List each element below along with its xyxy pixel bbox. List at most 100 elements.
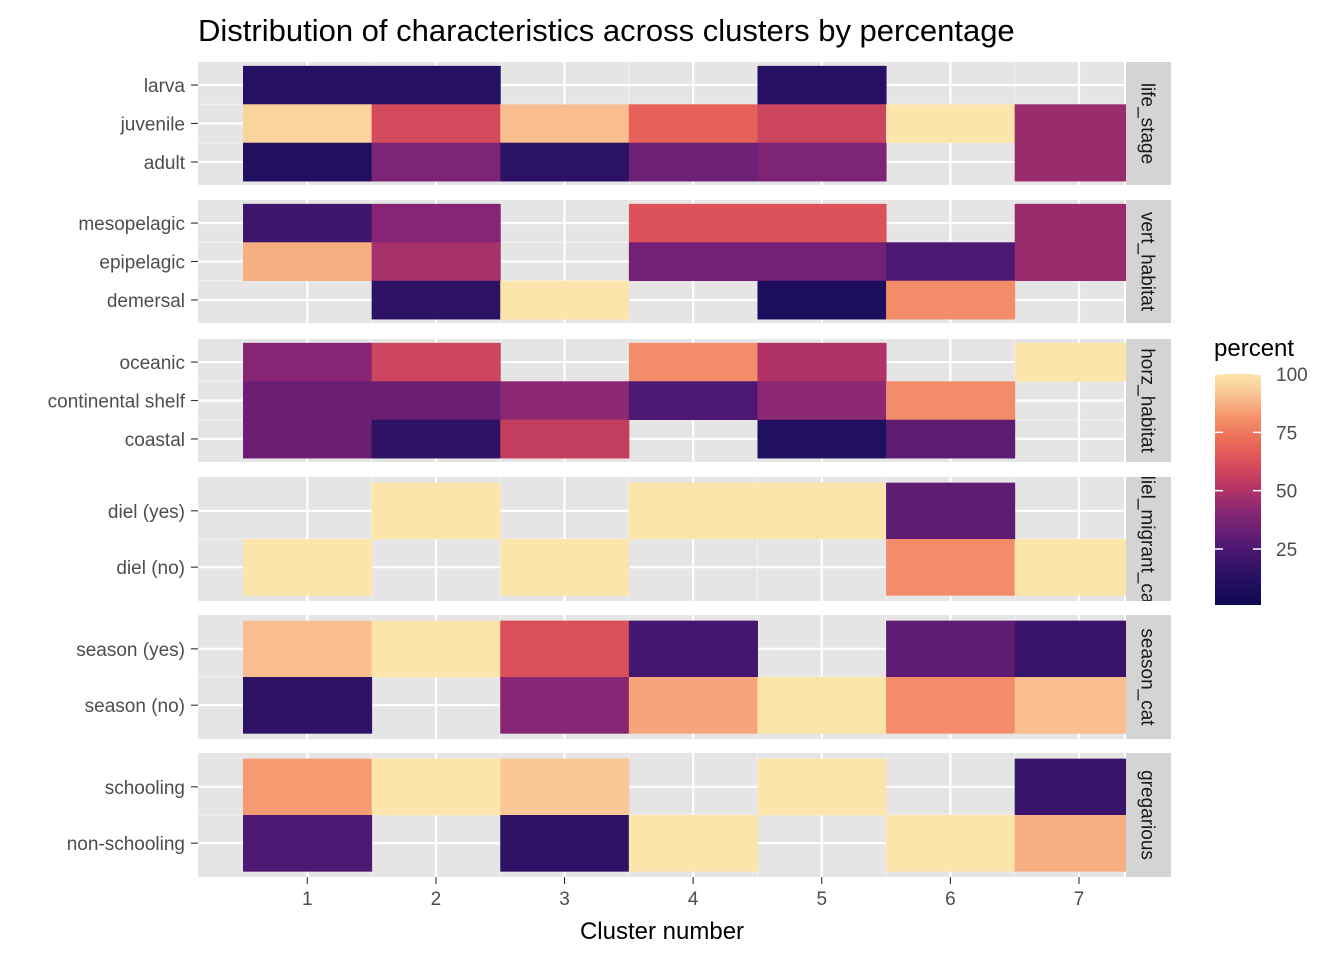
facet-strip (1126, 200, 1171, 323)
facet-diel-migrant-cat: diel (yes) diel (no) diel_migrant_cat (108, 477, 1171, 601)
heatmap-cell-schooling-3 (500, 758, 630, 816)
heatmap-cell-adult-7 (1014, 142, 1144, 182)
facet-life-stage: larva juvenile adult life_stage (120, 62, 1171, 185)
heatmap-cell-adult-1 (243, 142, 373, 182)
facet-strip (1126, 62, 1171, 185)
heatmap-cell-adult-2 (371, 142, 501, 182)
heatmap-cell-juvenile-3 (500, 104, 630, 144)
heatmap-cell-larva-1 (243, 65, 373, 105)
x-tick-label: 5 (816, 889, 827, 910)
heatmap-cell-continental-shelf-3 (500, 381, 630, 421)
heatmap-cell-coastal-2 (371, 419, 501, 459)
heatmap-cell-season-yes-3 (500, 620, 630, 678)
heatmap-cell-diel-yes-5 (757, 482, 887, 540)
heatmap-cell-coastal-1 (243, 419, 373, 459)
facet-gregarious: schooling non-schooling gregarious (67, 753, 1171, 877)
heatmap-cell-juvenile-2 (371, 104, 501, 144)
facet-strip (1126, 477, 1171, 601)
x-tick-label: 4 (688, 889, 699, 910)
heatmap-cell-season-yes-7 (1014, 620, 1144, 678)
heatmap-cell-season-no-6 (886, 677, 1016, 734)
y-tick-label: coastal (125, 430, 185, 451)
heatmap-cell-demersal-6 (886, 280, 1016, 320)
facet-vert-habitat: mesopelagic epipelagic demersal vert_habita… (78, 200, 1171, 323)
facet-horz-habitat: oceanic continental shelf coastal horz_habi… (48, 339, 1171, 462)
legend-tick-label: 75 (1276, 423, 1297, 444)
heatmap-cell-diel-no-6 (886, 539, 1016, 596)
heatmap-cell-season-yes-2 (371, 620, 501, 678)
heatmap-cell-oceanic-5 (757, 342, 887, 382)
heatmap-cell-epipelagic-6 (886, 242, 1016, 282)
y-tick-label: diel (yes) (108, 502, 185, 523)
legend-tick-label: 50 (1276, 482, 1297, 503)
y-tick-label: juvenile (120, 115, 185, 136)
heatmap-cell-oceanic-4 (628, 342, 758, 382)
legend-colorbar (1215, 374, 1261, 605)
heatmap-cell-demersal-5 (757, 280, 887, 320)
heatmap-cell-non-schooling-3 (500, 815, 630, 872)
facet-strip-label: gregarious (1137, 770, 1158, 860)
heatmap-cell-season-yes-1 (243, 620, 373, 678)
heatmap-cell-epipelagic-4 (628, 242, 758, 282)
heatmap-cell-oceanic-7 (1014, 342, 1144, 382)
y-tick-label: epipelagic (99, 253, 185, 274)
heatmap-cell-non-schooling-4 (628, 815, 758, 872)
facet-strip (1126, 753, 1171, 877)
heatmap-cell-continental-shelf-5 (757, 381, 887, 421)
heatmap-cell-continental-shelf-2 (371, 381, 501, 421)
heatmap-cell-continental-shelf-4 (628, 381, 758, 421)
heatmap-cell-epipelagic-5 (757, 242, 887, 282)
heatmap-cell-juvenile-4 (628, 104, 758, 144)
heatmap-cell-diel-no-3 (500, 539, 630, 596)
heatmap-cell-mesopelagic-5 (757, 203, 887, 243)
x-tick-label: 7 (1074, 889, 1085, 910)
heatmap-cell-adult-3 (500, 142, 630, 182)
heatmap-cell-coastal-3 (500, 419, 630, 459)
heatmap-cell-season-no-1 (243, 677, 373, 734)
facet-strip-label: life_stage (1137, 83, 1158, 164)
heatmap-cell-season-yes-6 (886, 620, 1016, 678)
heatmap-cell-juvenile-5 (757, 104, 887, 144)
x-axis: 1 2 3 4 5 6 7 (302, 877, 1084, 910)
y-tick-label: mesopelagic (78, 214, 185, 235)
heatmap-cell-non-schooling-6 (886, 815, 1016, 872)
y-tick-label: season (no) (85, 696, 185, 717)
chart-title: Distribution of characteristics across c… (198, 13, 1015, 48)
heatmap-cell-adult-5 (757, 142, 887, 182)
heatmap-cell-diel-yes-2 (371, 482, 501, 540)
heatmap-cell-coastal-6 (886, 419, 1016, 459)
heatmap-cell-larva-2 (371, 65, 501, 105)
facet-panels: larva juvenile adult life_stage mesopelagic e… (48, 62, 1171, 877)
heatmap-cell-oceanic-2 (371, 342, 501, 382)
y-tick-label: schooling (105, 778, 185, 799)
legend-tick-label: 25 (1276, 540, 1297, 561)
legend-title: percent (1214, 335, 1294, 362)
y-tick-label: adult (144, 153, 186, 174)
color-legend: percent 25 50 75 100 (1214, 335, 1308, 605)
y-tick-label: non-schooling (67, 834, 185, 855)
heatmap-cell-juvenile-7 (1014, 104, 1144, 144)
heatmap-cell-schooling-5 (757, 758, 887, 816)
facet-season-cat: season (yes) season (no) season_cat (76, 615, 1171, 739)
heatmap-cell-mesopelagic-2 (371, 203, 501, 243)
heatmap-cell-diel-yes-4 (628, 482, 758, 540)
heatmap-cell-season-no-7 (1014, 677, 1144, 734)
heatmap-cell-continental-shelf-1 (243, 381, 373, 421)
y-tick-label: larva (144, 76, 186, 97)
y-tick-label: continental shelf (48, 392, 186, 413)
heatmap-cell-demersal-3 (500, 280, 630, 320)
heatmap-cell-juvenile-1 (243, 104, 373, 144)
heatmap-cell-juvenile-6 (886, 104, 1016, 144)
heatmap-cell-epipelagic-2 (371, 242, 501, 282)
heatmap-cell-continental-shelf-6 (886, 381, 1016, 421)
y-tick-label: season (yes) (76, 640, 185, 661)
heatmap-cell-schooling-2 (371, 758, 501, 816)
heatmap-cell-season-yes-4 (628, 620, 758, 678)
heatmap-cell-coastal-5 (757, 419, 887, 459)
heatmap-cell-season-no-5 (757, 677, 887, 734)
heatmap-cell-mesopelagic-7 (1014, 203, 1144, 243)
heatmap-cell-schooling-1 (243, 758, 373, 816)
facet-strip (1126, 339, 1171, 462)
heatmap-cell-season-no-4 (628, 677, 758, 734)
